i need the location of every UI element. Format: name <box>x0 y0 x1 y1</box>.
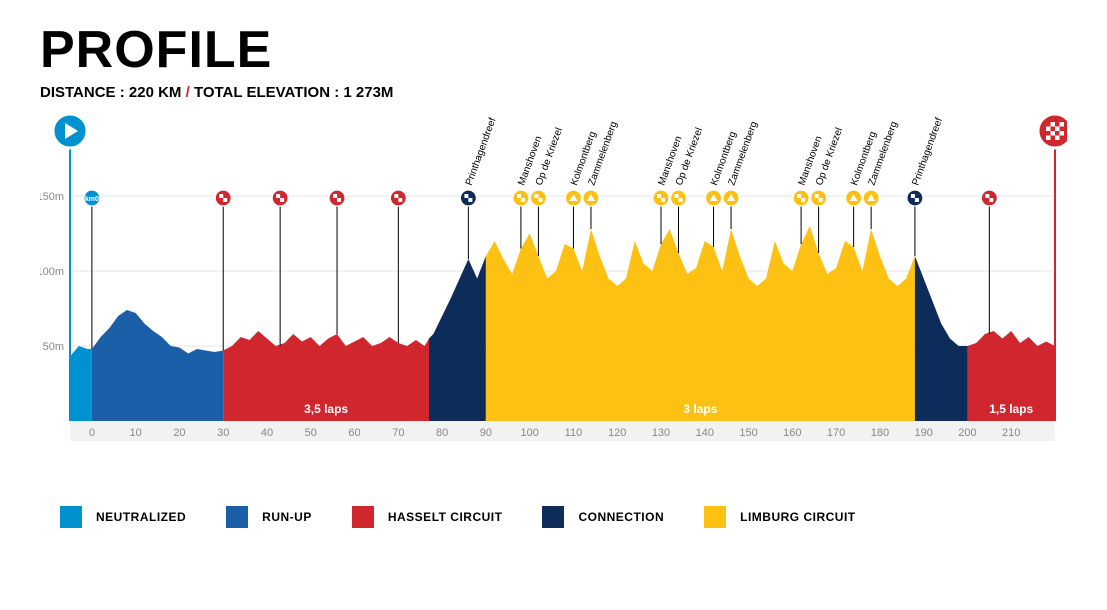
elevation-zone <box>915 256 968 421</box>
marker <box>706 190 722 206</box>
marker <box>811 190 827 206</box>
page-title: PROFILE <box>40 20 1067 80</box>
legend-item: RUN-UP <box>226 506 312 528</box>
elevation-zone <box>92 310 223 421</box>
legend-label: LIMBURG CIRCUIT <box>740 510 856 524</box>
marker <box>530 190 546 206</box>
marker-label: Printhagendreef <box>464 116 499 187</box>
xaxis-label: 150 <box>739 427 757 439</box>
xaxis-label: 100 <box>520 427 538 439</box>
xaxis-label: 200 <box>958 427 976 439</box>
xaxis-label: 0 <box>89 427 95 439</box>
xaxis-label: 30 <box>217 427 229 439</box>
xaxis-label: 90 <box>480 427 492 439</box>
yaxis-label: 100m <box>40 266 64 278</box>
xaxis-label: 40 <box>261 427 273 439</box>
marker <box>513 190 529 206</box>
km0-label: km0 <box>85 196 99 203</box>
marker <box>583 190 599 206</box>
marker <box>390 190 406 206</box>
xaxis-label: 210 <box>1002 427 1020 439</box>
elevation-chart: 50m 100m 150m 3,5 laps 3 laps 1,5 laps 0 10 20 30… <box>40 111 1067 481</box>
legend-swatch <box>226 506 248 528</box>
marker <box>846 190 862 206</box>
marker: km0 <box>84 190 100 206</box>
legend-swatch <box>352 506 374 528</box>
legend-label: CONNECTION <box>578 510 664 524</box>
legend-label: NEUTRALIZED <box>96 510 186 524</box>
legend-item: LIMBURG CIRCUIT <box>704 506 856 528</box>
marker <box>460 190 476 206</box>
xaxis-label: 80 <box>436 427 448 439</box>
xaxis-label: 160 <box>783 427 801 439</box>
elevation-label: TOTAL ELEVATION : 1 273M <box>194 84 393 101</box>
legend-swatch <box>542 506 564 528</box>
marker <box>215 190 231 206</box>
xaxis-label: 20 <box>173 427 185 439</box>
elevation-zone <box>429 256 486 421</box>
elevation-zone <box>70 346 92 421</box>
legend: NEUTRALIZED RUN-UP HASSELT CIRCUIT CONNECTI… <box>40 506 1067 528</box>
legend-label: RUN-UP <box>262 510 312 524</box>
legend-label: HASSELT CIRCUIT <box>388 510 503 524</box>
xaxis-label: 190 <box>914 427 932 439</box>
marker <box>793 190 809 206</box>
marker <box>272 190 288 206</box>
legend-item: CONNECTION <box>542 506 664 528</box>
chart-svg: 50m 100m 150m 3,5 laps 3 laps 1,5 laps 0 10 20 30… <box>40 111 1067 481</box>
marker <box>329 190 345 206</box>
xaxis-label: 140 <box>696 427 714 439</box>
xaxis-label: 70 <box>392 427 404 439</box>
legend-item: NEUTRALIZED <box>60 506 186 528</box>
legend-item: HASSELT CIRCUIT <box>352 506 503 528</box>
yaxis-label: 150m <box>40 191 64 203</box>
xaxis-label: 110 <box>565 427 583 439</box>
legend-swatch <box>60 506 82 528</box>
marker-label: Op de Kriezel <box>534 126 565 187</box>
zone-label: 3 laps <box>683 402 717 416</box>
yaxis-label: 50m <box>43 341 64 353</box>
marker <box>723 190 739 206</box>
marker-label: Printhagendreef <box>910 116 945 187</box>
xaxis-label: 50 <box>305 427 317 439</box>
distance-label: DISTANCE : 220 KM <box>40 84 181 101</box>
elevation-zone <box>486 226 915 421</box>
legend-swatch <box>704 506 726 528</box>
xaxis-label: 120 <box>608 427 626 439</box>
marker <box>907 190 923 206</box>
marker <box>671 190 687 206</box>
marker-label: Op de Kriezel <box>814 126 845 187</box>
marker <box>863 190 879 206</box>
page-subtitle: DISTANCE : 220 KM / TOTAL ELEVATION : 1 … <box>40 84 1067 101</box>
xaxis-label: 10 <box>130 427 142 439</box>
xaxis-label: 180 <box>871 427 889 439</box>
xaxis-label: 170 <box>827 427 845 439</box>
zone-label: 1,5 laps <box>989 402 1033 416</box>
marker-label: Op de Kriezel <box>674 126 705 187</box>
marker <box>653 190 669 206</box>
profile-container: PROFILE DISTANCE : 220 KM / TOTAL ELEVAT… <box>0 0 1107 558</box>
marker <box>981 190 997 206</box>
xaxis-label: 60 <box>348 427 360 439</box>
zone-label: 3,5 laps <box>304 402 348 416</box>
subtitle-separator: / <box>186 84 190 101</box>
xaxis-label: 130 <box>652 427 670 439</box>
marker <box>565 190 581 206</box>
